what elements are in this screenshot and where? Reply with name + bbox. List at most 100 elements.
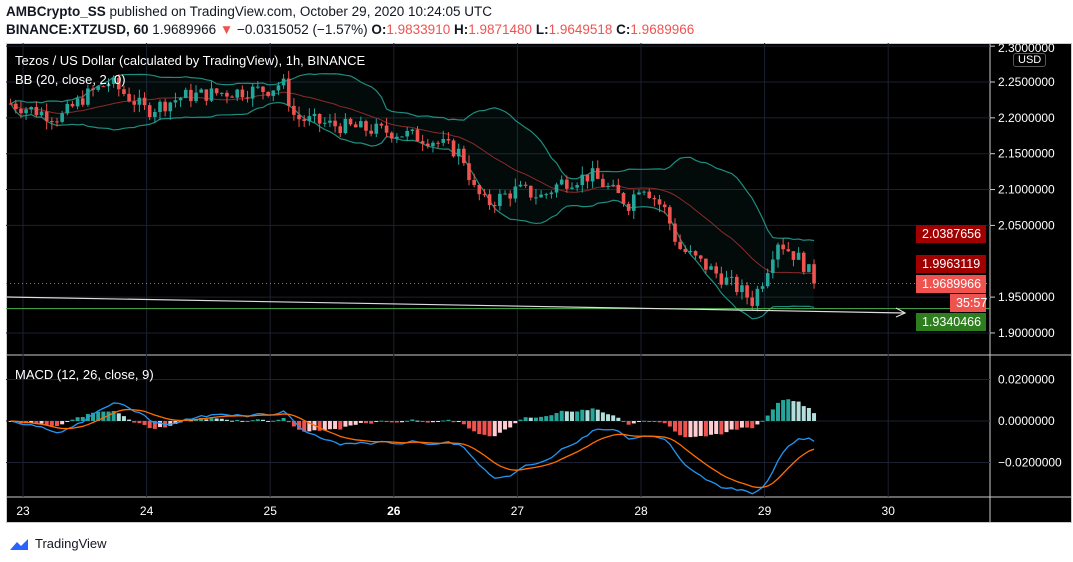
- macd-histogram-bar: [333, 421, 338, 429]
- macd-histogram-bar: [724, 421, 729, 433]
- candle: [508, 193, 512, 199]
- candle: [812, 264, 816, 284]
- macd-histogram-bar: [739, 421, 744, 428]
- macd-histogram-bar: [755, 421, 760, 425]
- candle: [673, 223, 677, 242]
- price-tick-label: 2.2500000: [998, 75, 1055, 89]
- low-label: L:: [535, 22, 549, 37]
- candle: [477, 184, 482, 195]
- candle: [781, 244, 785, 250]
- macd-histogram-bar: [461, 421, 466, 425]
- macd-histogram-bar: [616, 417, 621, 421]
- price-tick-label: 2.1000000: [998, 183, 1055, 197]
- macd-histogram-bar: [657, 421, 662, 423]
- macd-histogram-bar: [693, 421, 698, 437]
- macd-histogram-bar: [466, 421, 471, 429]
- publisher[interactable]: AMBCrypto_SS: [6, 4, 106, 19]
- candle: [482, 194, 487, 196]
- candle: [523, 184, 528, 186]
- candle: [106, 83, 111, 87]
- macd-histogram-bar: [631, 421, 636, 424]
- macd-histogram-bar: [338, 421, 343, 430]
- macd-histogram-bar: [29, 421, 34, 423]
- macd-histogram-bar: [291, 421, 296, 427]
- macd-histogram-bar: [49, 421, 54, 426]
- candle: [693, 251, 698, 256]
- candle: [637, 192, 641, 195]
- candle: [436, 142, 440, 144]
- open-label: O:: [371, 22, 387, 37]
- macd-histogram-bar: [729, 421, 734, 430]
- macd-histogram-bar: [508, 421, 513, 428]
- candle: [570, 187, 574, 189]
- candle: [405, 130, 409, 137]
- macd-histogram-bar: [580, 409, 585, 421]
- macd-tick-label: 0.0200000: [998, 373, 1055, 387]
- macd-histogram-bar: [745, 421, 750, 428]
- macd-histogram-bar: [796, 401, 801, 421]
- candle: [29, 107, 34, 110]
- macd-histogram-bar: [297, 421, 302, 430]
- candle: [374, 123, 379, 134]
- candle: [709, 266, 713, 270]
- macd-histogram-bar: [286, 421, 291, 423]
- macd-legend[interactable]: MACD (12, 26, close, 9): [15, 367, 154, 382]
- candle: [518, 184, 523, 187]
- candle: [209, 88, 214, 101]
- candle: [328, 120, 332, 123]
- macd-histogram-bar: [477, 421, 482, 435]
- macd-histogram-bar: [260, 419, 265, 421]
- macd-histogram-bar: [672, 421, 677, 432]
- candle: [307, 116, 312, 121]
- candle: [472, 179, 476, 185]
- macd-histogram-bar: [703, 421, 708, 437]
- candle: [271, 90, 276, 96]
- macd-histogram-bar: [400, 421, 405, 423]
- signal-line: [10, 408, 815, 489]
- macd-histogram-bar: [91, 412, 96, 421]
- candle: [245, 97, 250, 99]
- macd-histogram-bar: [482, 421, 487, 435]
- candle: [70, 103, 75, 107]
- macd-histogram-bar: [775, 402, 780, 421]
- macd-histogram-bar: [667, 421, 672, 427]
- tradingview-logo[interactable]: TradingView: [8, 536, 107, 551]
- price-tick-label: 2.1500000: [998, 147, 1055, 161]
- macd-histogram-bar: [760, 420, 765, 422]
- candle: [338, 126, 343, 134]
- candle: [801, 252, 806, 272]
- macd-histogram-bar: [806, 407, 811, 421]
- candle: [534, 197, 538, 199]
- macd-histogram-bar: [734, 421, 739, 430]
- macd-histogram-bar: [503, 421, 508, 430]
- macd-histogram-bar: [54, 421, 59, 427]
- macd-histogram-bar: [533, 417, 538, 421]
- bb-legend[interactable]: BB (20, close, 2, 0): [15, 72, 126, 87]
- macd-histogram-bar: [719, 421, 724, 435]
- price-tick-label: 2.3000000: [998, 41, 1055, 55]
- currency-label[interactable]: USD: [1013, 53, 1047, 67]
- candle: [415, 129, 420, 142]
- candle: [297, 114, 301, 120]
- candle: [621, 193, 626, 204]
- candle: [791, 251, 796, 260]
- macd-histogram-bar: [224, 419, 229, 421]
- candle: [34, 107, 39, 116]
- macd-histogram-bar: [812, 413, 817, 421]
- candle: [704, 258, 708, 270]
- macd-histogram-bar: [688, 421, 693, 438]
- brand-name: TradingView: [35, 536, 107, 551]
- bb-upper-line: [10, 73, 815, 242]
- candle: [214, 88, 219, 94]
- macd-tick-label: −0.0200000: [998, 456, 1062, 470]
- time-tick-label: 24: [140, 504, 154, 518]
- macd-histogram-bar: [188, 420, 193, 422]
- candle: [317, 113, 322, 124]
- time-tick-label: 25: [264, 504, 278, 518]
- candle: [91, 88, 95, 90]
- macd-histogram-bar: [425, 421, 430, 423]
- macd-histogram-bar: [204, 419, 209, 421]
- macd-histogram-bar: [250, 420, 255, 422]
- macd-histogram-bar: [394, 421, 399, 423]
